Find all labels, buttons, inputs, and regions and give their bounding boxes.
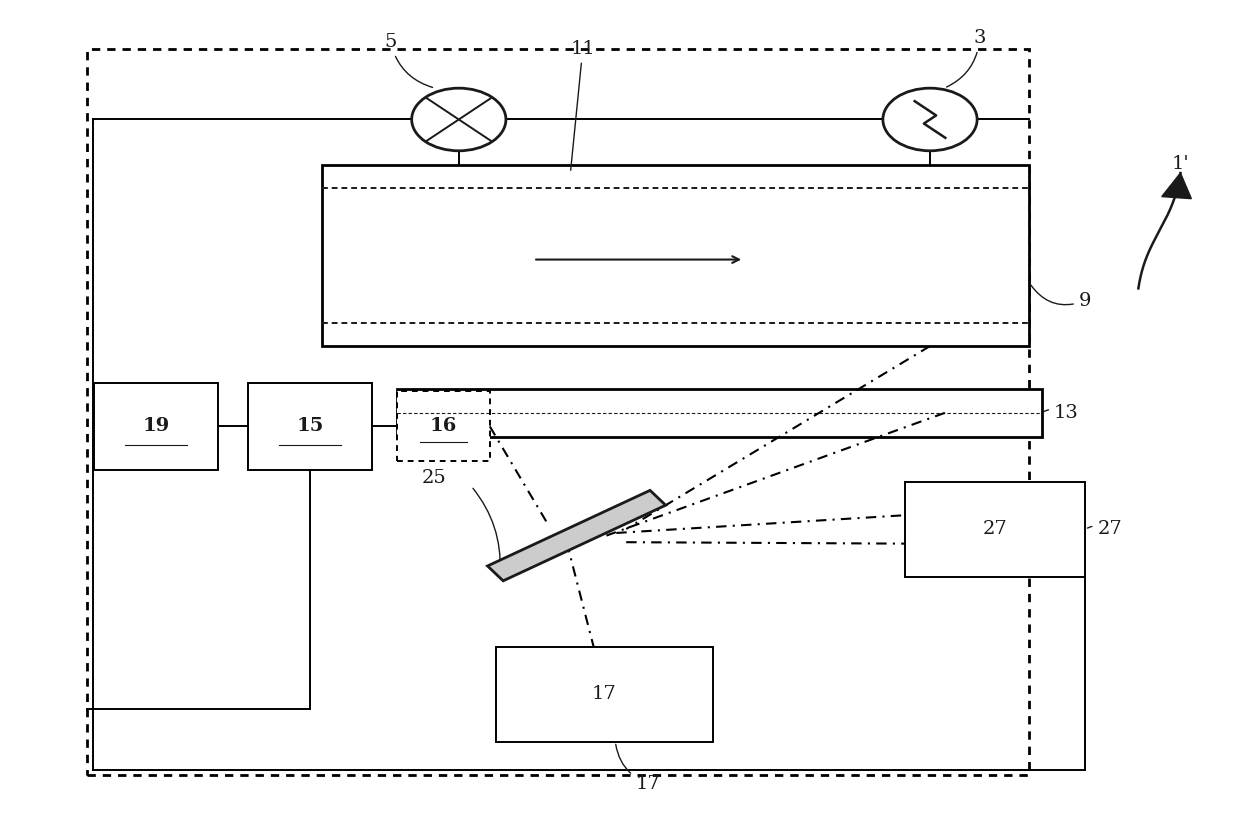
Bar [397, 391, 490, 461]
Bar [248, 383, 372, 470]
Bar [87, 49, 1029, 775]
Polygon shape [487, 490, 666, 581]
Bar [496, 647, 713, 742]
Bar [322, 165, 1029, 346]
Bar [397, 389, 1042, 437]
Text: 13: 13 [1044, 404, 1079, 422]
Text: 1': 1' [1172, 155, 1189, 173]
Text: 19: 19 [143, 418, 170, 435]
Text: 27: 27 [983, 521, 1007, 538]
Text: 9: 9 [1030, 285, 1091, 310]
Bar [905, 482, 1085, 577]
Text: 17: 17 [616, 744, 660, 793]
Polygon shape [1162, 173, 1192, 199]
Text: 25: 25 [422, 469, 446, 487]
Text: 3: 3 [946, 29, 986, 87]
Text: 16: 16 [429, 418, 458, 435]
Text: 11: 11 [570, 40, 595, 171]
Text: 17: 17 [593, 686, 616, 703]
Text: 15: 15 [296, 418, 324, 435]
Text: 27: 27 [1087, 521, 1122, 538]
Text: 5: 5 [384, 33, 433, 87]
Bar [94, 383, 218, 470]
